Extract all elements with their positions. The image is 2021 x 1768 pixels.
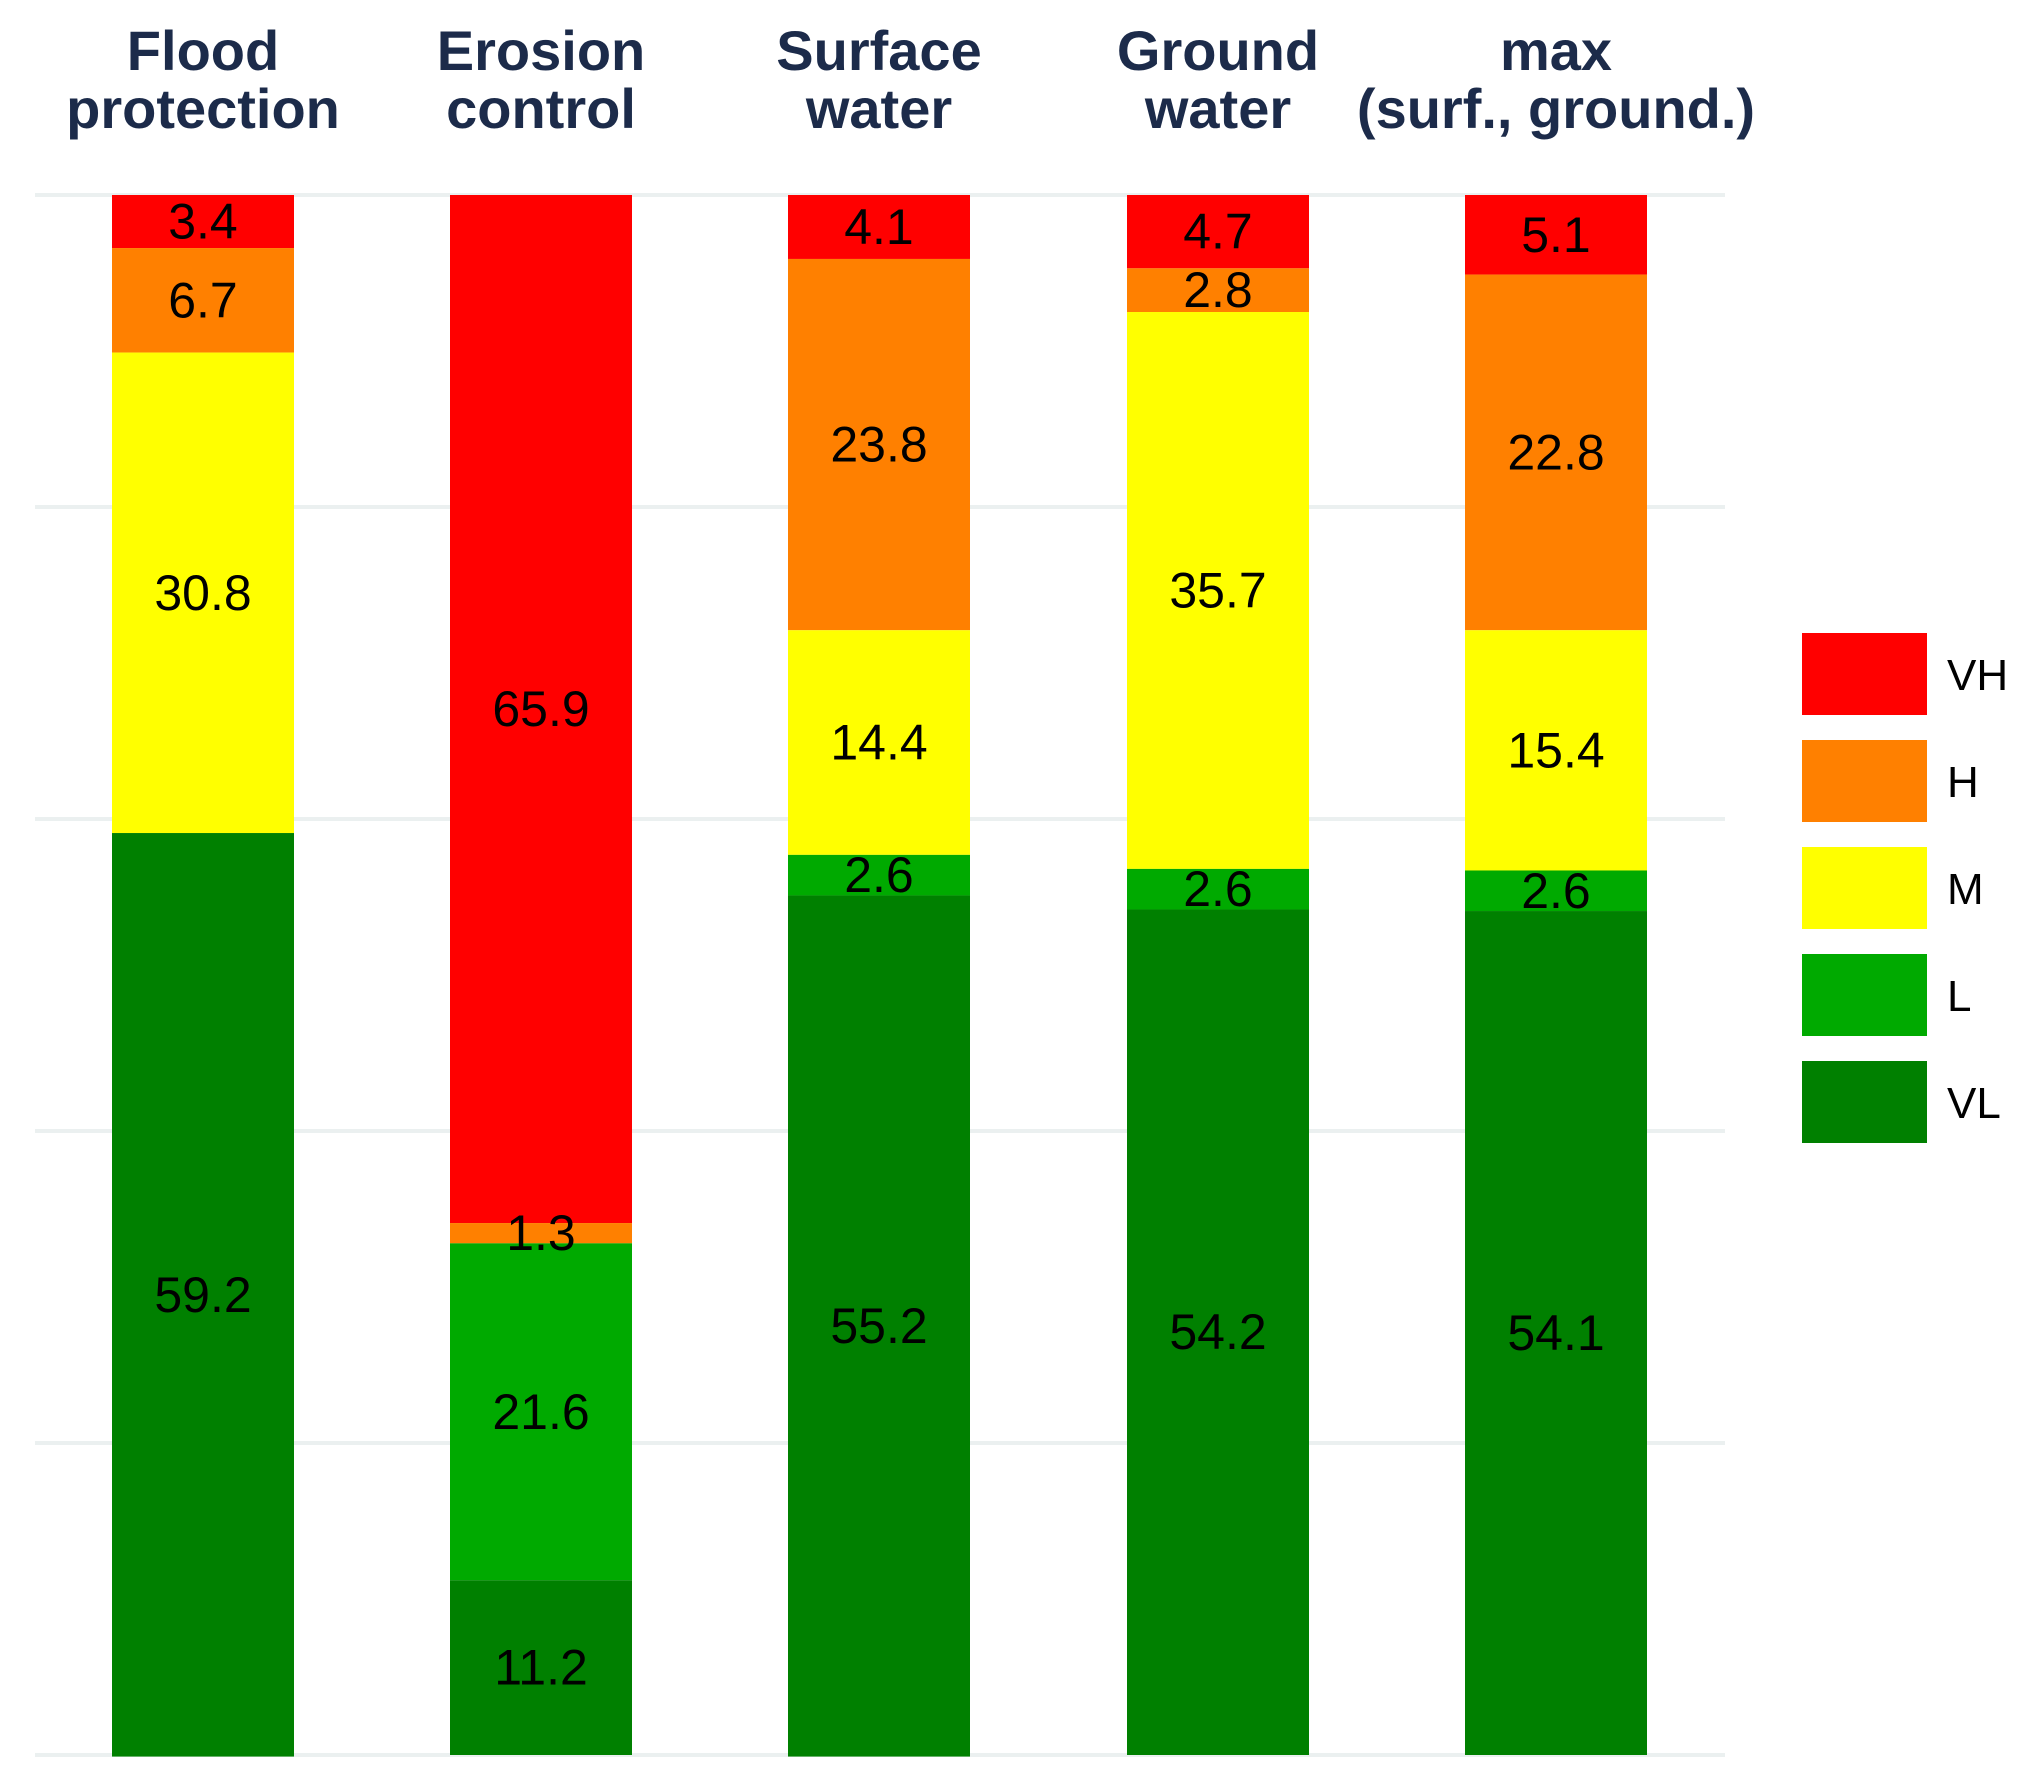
data-label: 35.7 [1169, 562, 1266, 618]
bar-segment-vl [1465, 911, 1647, 1755]
data-label: 1.3 [506, 1205, 576, 1261]
bar-segment-vl [450, 1580, 632, 1755]
legend-swatch [1802, 954, 1927, 1036]
bar-stack: 65.9 1.3 21.6 11.2 [450, 195, 632, 1755]
legend: VH H M L VL [1802, 633, 2008, 1143]
bar-stack: 3.4 6.7 30.8 59.2 [112, 194, 294, 1757]
category-title: Ground water [1117, 19, 1319, 140]
legend-item-vh: VH [1802, 633, 2008, 715]
data-label: 4.1 [844, 199, 914, 255]
category-title: Flood protection [66, 19, 340, 140]
bar-segment-m [788, 630, 970, 855]
data-label: 59.2 [154, 1267, 251, 1323]
legend-swatch [1802, 847, 1927, 929]
category-title: max (surf., ground.) [1357, 19, 1755, 140]
data-label: 65.9 [492, 681, 589, 737]
data-label: 14.4 [830, 715, 927, 771]
category-title: Surface water [776, 19, 981, 140]
data-label: 11.2 [494, 1640, 588, 1696]
data-label: 2.6 [844, 847, 914, 903]
data-label: 55.2 [830, 1298, 927, 1354]
bar-segment-vh [112, 195, 294, 249]
bar-segment-h [788, 258, 970, 631]
bar-segment-vh [788, 195, 970, 259]
bar-stack: 4.1 23.8 14.4 2.6 55.2 [788, 195, 970, 1757]
legend-item-l: L [1802, 954, 1971, 1036]
data-label: 2.6 [1183, 861, 1253, 917]
data-label: 22.8 [1507, 424, 1604, 480]
category-titles: Flood protection Erosion control Surface wate… [66, 19, 1755, 140]
bar-segment-vh [1127, 195, 1309, 269]
legend-swatch [1802, 1061, 1927, 1143]
legend-item-h: H [1802, 740, 1979, 822]
legend-label: VL [1947, 1079, 2001, 1128]
bar-stack: 5.1 22.8 15.4 2.6 54.1 [1465, 195, 1647, 1755]
data-label: 6.7 [168, 272, 238, 328]
data-label: 23.8 [830, 417, 927, 473]
data-label: 15.4 [1507, 722, 1604, 778]
bars: 3.4 6.7 30.8 59.2 65.9 1.3 21.6 11.2 4.1 23.8 14.4… [112, 194, 1647, 1757]
bar-segment-vl [112, 833, 294, 1757]
bar-segment-l [450, 1243, 632, 1581]
category-title: Erosion control [437, 19, 645, 140]
bar-segment-l [1127, 868, 1309, 910]
bar-segment-m [1465, 630, 1647, 871]
legend-label: M [1947, 865, 1984, 914]
bar-segment-l [788, 854, 970, 896]
bar-segment-m [112, 352, 294, 834]
bar-segment-vh [1465, 195, 1647, 275]
bar-segment-m [1127, 312, 1309, 869]
data-label: 54.2 [1169, 1304, 1266, 1360]
bar-segment-l [1465, 870, 1647, 912]
legend-label: VH [1947, 651, 2008, 700]
data-label: 3.4 [168, 194, 238, 250]
data-label: 21.6 [492, 1384, 589, 1440]
legend-swatch [1802, 740, 1927, 822]
legend-swatch [1802, 633, 1927, 715]
data-label: 4.7 [1183, 204, 1253, 260]
bar-segment-vl [1127, 909, 1309, 1755]
data-label: 5.1 [1521, 207, 1591, 263]
data-label: 2.6 [1521, 863, 1591, 919]
legend-label: L [1947, 972, 1971, 1021]
bar-segment-h [112, 248, 294, 353]
bar-segment-h [450, 1223, 632, 1244]
bar-segment-vl [788, 895, 970, 1757]
bar-stack: 4.72.8 35.7 2.6 54.2 [1127, 195, 1309, 1755]
legend-item-m: M [1802, 847, 1984, 929]
data-label: 54.1 [1507, 1305, 1604, 1361]
bar-segment-h [1127, 268, 1309, 312]
data-label: 30.8 [154, 565, 251, 621]
bar-segment-vh [450, 195, 632, 1224]
legend-item-vl: VL [1802, 1061, 2001, 1143]
legend-label: H [1947, 758, 1979, 807]
bar-segment-h [1465, 274, 1647, 631]
data-label: 2.8 [1183, 262, 1253, 318]
